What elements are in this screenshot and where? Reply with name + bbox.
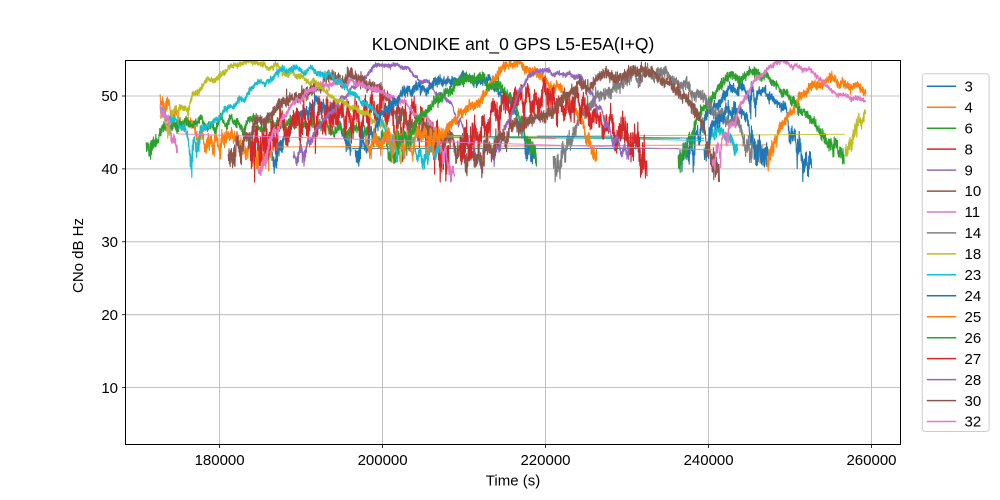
svg-text:30: 30 [965,393,982,410]
svg-text:CNo dB Hz: CNo dB Hz [70,218,87,293]
svg-text:28: 28 [965,372,982,389]
svg-text:24: 24 [965,288,982,305]
svg-text:26: 26 [965,330,982,347]
svg-text:Time (s): Time (s) [486,473,540,490]
svg-text:50: 50 [101,88,118,105]
svg-text:200000: 200000 [358,452,408,469]
svg-text:240000: 240000 [684,452,734,469]
svg-text:27: 27 [965,351,982,368]
svg-text:20: 20 [101,307,118,324]
svg-text:180000: 180000 [195,452,245,469]
svg-text:32: 32 [965,414,982,431]
svg-text:25: 25 [965,309,982,326]
svg-text:40: 40 [101,161,118,178]
svg-text:10: 10 [965,183,982,200]
svg-text:14: 14 [965,225,982,242]
svg-text:260000: 260000 [846,452,896,469]
svg-text:3: 3 [965,79,973,96]
svg-text:9: 9 [965,162,973,179]
svg-text:220000: 220000 [520,452,570,469]
svg-text:4: 4 [965,100,973,117]
svg-text:23: 23 [965,267,982,284]
svg-text:8: 8 [965,141,973,158]
svg-text:6: 6 [965,120,973,137]
svg-text:10: 10 [101,380,118,397]
svg-text:11: 11 [965,204,981,221]
svg-text:30: 30 [101,234,118,251]
svg-text:KLONDIKE ant_0 GPS L5-E5A(I+Q): KLONDIKE ant_0 GPS L5-E5A(I+Q) [372,34,655,55]
svg-text:18: 18 [965,246,982,263]
